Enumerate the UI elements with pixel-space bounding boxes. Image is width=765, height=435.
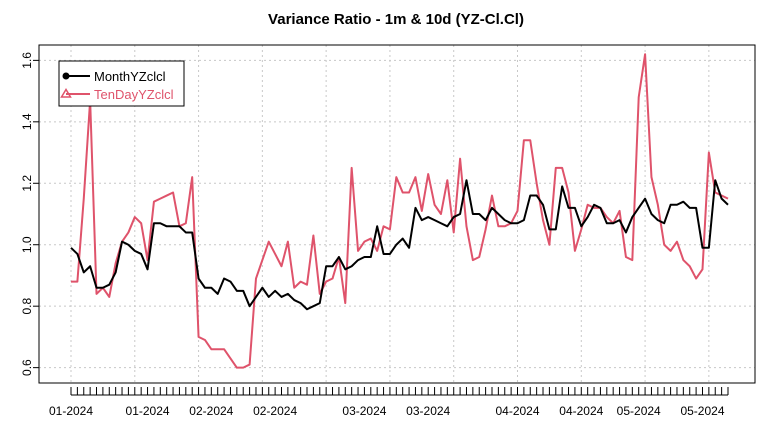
x-tick-label: 05-2024	[617, 404, 661, 418]
x-tick-label: 04-2024	[559, 404, 603, 418]
chart-title: Variance Ratio - 1m & 10d (YZ-Cl.Cl)	[268, 11, 524, 28]
legend-label-month: MonthYZclcl	[94, 69, 166, 84]
series-line-MonthYZclcl	[70, 179, 729, 311]
x-tick-label: 02-2024	[253, 404, 297, 418]
legend-marker-tenday	[60, 88, 72, 98]
legend-label-tenday: TenDayYZclcl	[94, 87, 174, 102]
x-tick-label: 05-2024	[680, 404, 724, 418]
legend-box	[58, 60, 185, 107]
axes: 0.6 0.8 1.0 1.2 1.4 1.6 01-2024 01-2024 02-2024 0…	[20, 44, 756, 418]
y-tick-label: 1.6	[20, 52, 34, 69]
y-tick-label: 0.8	[20, 298, 34, 315]
y-tick-label: 0.6	[20, 359, 34, 376]
x-tick-label: 01-2024	[126, 404, 170, 418]
x-tick-label: 03-2024	[406, 404, 450, 418]
y-tick-label: 1.2	[20, 175, 34, 192]
x-tick-label: 03-2024	[342, 404, 386, 418]
plot-border	[38, 44, 756, 384]
x-tick-label: 04-2024	[495, 404, 539, 418]
series-line-TenDayYZclcl	[71, 53, 729, 369]
legend: MonthYZclcl TenDayYZclcl	[58, 60, 185, 107]
y-tick-label: 1.4	[20, 113, 34, 130]
x-tick-label: 01-2024	[49, 404, 93, 418]
series-layer	[70, 53, 729, 369]
legend-marker-month	[62, 72, 70, 80]
y-tick-label: 1.0	[20, 236, 34, 253]
x-tick-label: 02-2024	[189, 404, 233, 418]
